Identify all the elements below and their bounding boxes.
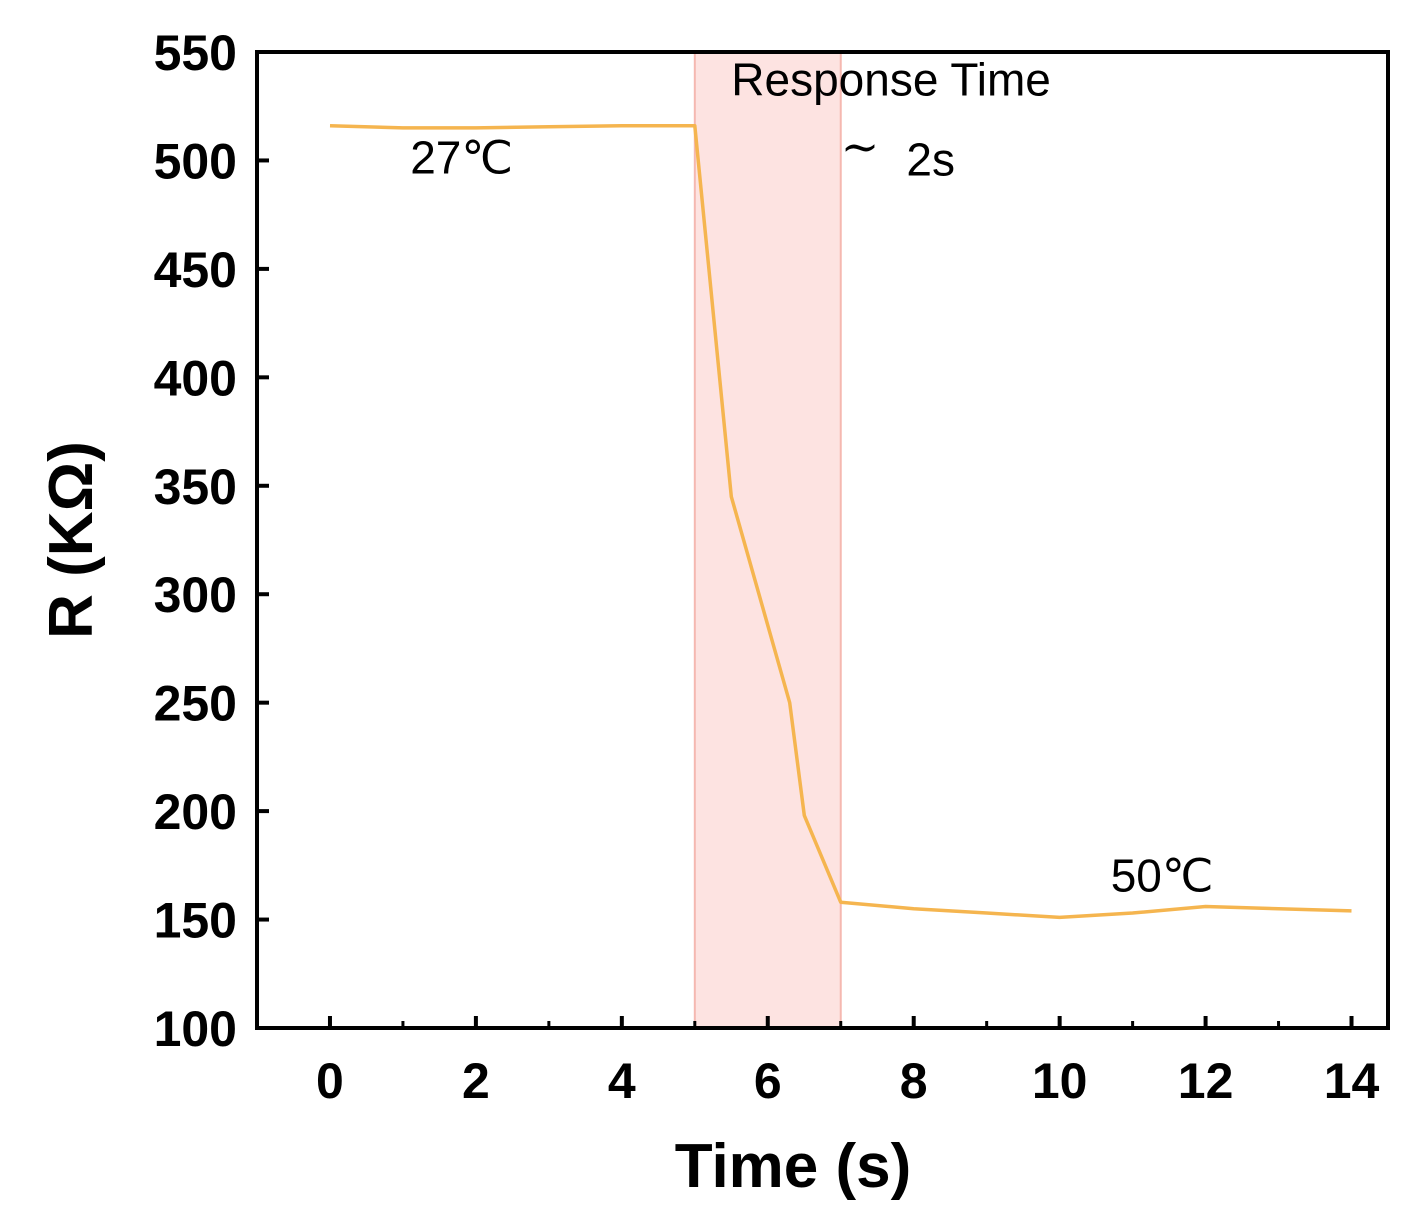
y-tick-label: 250 (154, 676, 237, 732)
series-line-0 (329, 123, 1352, 920)
x-tick-label: 6 (754, 1053, 782, 1109)
x-tick-label: 12 (1178, 1053, 1234, 1109)
y-tick-label: 500 (154, 133, 237, 189)
response-time-band (694, 52, 841, 1028)
annotation-response: Response Time (731, 53, 1051, 105)
x-tick-label: 4 (608, 1053, 636, 1109)
annotation-t27: 27℃ (410, 131, 513, 183)
y-tick-label: 350 (154, 459, 237, 515)
x-tick-label: 0 (316, 1053, 344, 1109)
annotation-tilde: ~ (841, 120, 880, 174)
y-tick-label: 550 (154, 25, 237, 81)
y-tick-label: 400 (154, 350, 237, 406)
y-tick-label: 100 (154, 1001, 237, 1057)
y-tick-label: 450 (154, 242, 237, 298)
x-tick-label: 2 (462, 1053, 490, 1109)
x-axis-title: Time (s) (675, 1132, 912, 1201)
annotation-t50: 50℃ (1111, 849, 1214, 901)
plot-frame (255, 50, 1390, 1030)
x-tick-label: 10 (1032, 1053, 1088, 1109)
y-axis-title: R (KΩ) (37, 441, 106, 639)
x-tick-label: 8 (900, 1053, 928, 1109)
y-ticks: 100 150 200 250 300 350 400 450 500 550 (154, 25, 269, 1057)
y-tick-label: 150 (154, 893, 237, 949)
x-ticks: 0 2 4 6 8 10 12 14 (316, 1016, 1380, 1109)
annotation-dur: 2s (906, 134, 955, 186)
x-tick-label: 14 (1324, 1053, 1380, 1109)
y-tick-label: 300 (154, 567, 237, 623)
y-tick-label: 200 (154, 784, 237, 840)
annotations: Response Time ~ 2s 27℃ 50℃ (410, 53, 1213, 901)
series-layer (329, 123, 1352, 920)
